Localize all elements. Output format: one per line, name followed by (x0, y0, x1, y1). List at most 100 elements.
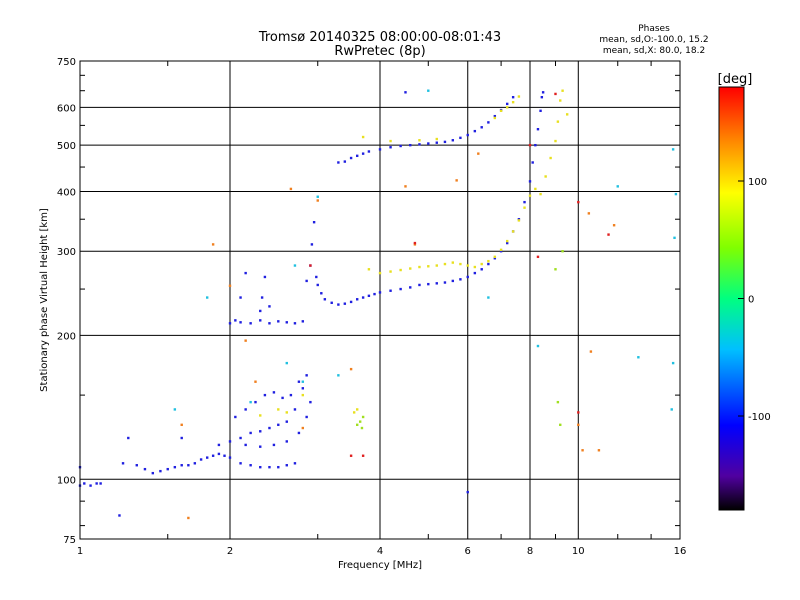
data-point (285, 420, 288, 423)
data-point (466, 490, 469, 494)
data-point (285, 411, 288, 414)
data-point (451, 279, 455, 283)
data-point (259, 465, 262, 469)
data-point (355, 408, 359, 411)
data-point (249, 464, 252, 467)
data-point (285, 440, 288, 443)
grid-layer (80, 61, 680, 539)
data-point (293, 408, 297, 411)
data-point (349, 156, 353, 160)
x-tick-label: 8 (527, 546, 533, 557)
data-point (239, 436, 242, 440)
data-point (285, 361, 288, 365)
data-point (361, 135, 365, 139)
data-point (301, 426, 305, 430)
data-point (358, 420, 362, 423)
data-point (228, 322, 232, 325)
x-tick-label: 2 (227, 546, 233, 557)
data-point (355, 423, 359, 427)
data-point (315, 275, 318, 279)
data-point (254, 400, 257, 404)
data-point (249, 431, 252, 435)
data-point (127, 436, 130, 440)
data-point (373, 292, 376, 296)
data-point (281, 396, 284, 400)
data-point (99, 482, 102, 485)
y-tick-label: 500 (57, 141, 76, 152)
data-point (528, 143, 532, 147)
data-point (399, 268, 402, 272)
data-point (95, 482, 98, 485)
data-point (581, 449, 584, 452)
data-point (544, 175, 547, 178)
data-point (556, 400, 560, 404)
data-point (673, 236, 676, 240)
data-point (480, 268, 483, 271)
data-point (301, 320, 305, 323)
data-point (435, 264, 438, 267)
colorbar-tick-label: 100 (748, 177, 767, 188)
x-tick-label: 10 (572, 546, 585, 557)
x-tick-label: 4 (377, 546, 383, 557)
data-point (404, 91, 407, 94)
data-point (427, 265, 430, 268)
data-point (536, 344, 540, 348)
data-point (528, 180, 532, 183)
data-point (487, 296, 490, 299)
x-tick-label: 6 (465, 546, 471, 557)
data-point (268, 426, 271, 430)
data-point (409, 143, 412, 147)
data-point (349, 300, 353, 304)
data-point (561, 250, 564, 253)
data-point (539, 192, 542, 196)
data-point (305, 415, 308, 419)
data-point (118, 514, 121, 517)
data-point (493, 255, 497, 259)
chart-subtitle: RwPretec (8p) (334, 44, 425, 59)
x-tick-label: 16 (674, 546, 687, 557)
data-point (217, 443, 221, 447)
data-point (493, 116, 497, 120)
y-tick-label: 300 (57, 247, 76, 258)
y-tick-label: 600 (57, 103, 76, 114)
data-point (272, 443, 276, 447)
data-point (534, 143, 537, 147)
y-tick-label: 75 (63, 535, 76, 546)
x-axis-label: Frequency [MHz] (338, 560, 422, 571)
data-point (505, 241, 509, 245)
data-point (268, 305, 271, 308)
data-point (330, 301, 333, 304)
data-point (361, 415, 365, 419)
data-point (277, 320, 280, 323)
chart-title: Tromsø 20140325 08:00:00-08:01:43 (258, 30, 501, 45)
stats-line-x: mean, sd,X: 80.0, 18.2 (603, 46, 705, 56)
data-point (413, 243, 417, 246)
y-tick-label: 750 (57, 57, 76, 68)
data-point (473, 129, 477, 133)
data-point (343, 302, 347, 305)
data-point (259, 430, 262, 433)
data-point (577, 423, 580, 427)
data-point (211, 243, 215, 246)
data-point (367, 268, 371, 271)
data-point (234, 415, 237, 419)
data-point (523, 206, 526, 209)
plot-frame (79, 60, 681, 540)
data-point (435, 282, 438, 285)
data-point (418, 283, 421, 287)
colorbar-ticks: 100 0 -100 (738, 177, 771, 423)
data-point (378, 271, 382, 275)
data-point (316, 199, 319, 202)
data-point (399, 144, 402, 148)
y-axis-label: Stationary phase Virtual Height [km] (39, 208, 50, 392)
data-point (637, 356, 640, 359)
colorbar-label: [deg] (718, 72, 753, 87)
data-point (577, 200, 580, 204)
data-point (404, 185, 407, 188)
data-point (360, 426, 364, 430)
y-tick-label: 400 (57, 187, 76, 198)
data-point (499, 248, 503, 252)
data-point (239, 462, 242, 465)
data-point (121, 462, 125, 465)
